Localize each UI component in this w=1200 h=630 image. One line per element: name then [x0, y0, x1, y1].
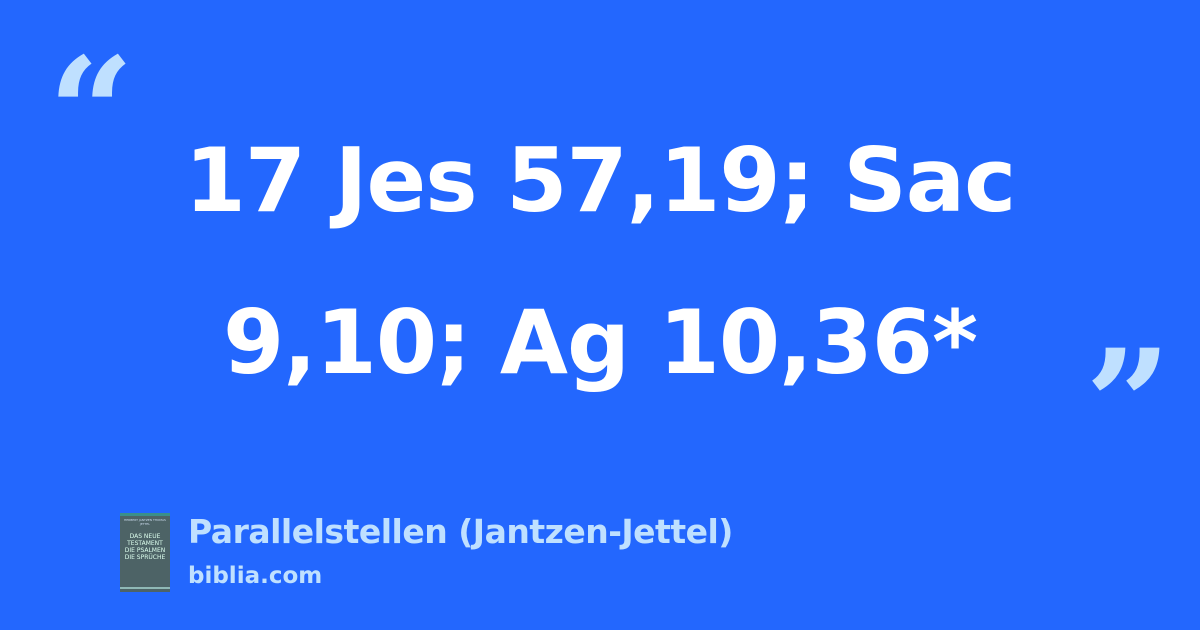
source-title: Parallelstellen (Jantzen-Jettel) [188, 512, 733, 551]
cover-band [120, 587, 170, 589]
book-cover-image: HERBERT JANTZEN THOMAS JETTEL DAS NEUE T… [120, 513, 170, 592]
quote-line-1: 17 Jes 57,19; Sac [184, 129, 1017, 232]
quote-text: 17 Jes 57,19; Sac 9,10; Ag 10,36* [80, 100, 1120, 424]
cover-title: DAS NEUE TESTAMENT DIE PSALMEN DIE SPRÜC… [124, 533, 166, 561]
quote-line-2: 9,10; Ag 10,36* [222, 291, 978, 394]
cover-authors: HERBERT JANTZEN THOMAS JETTEL [124, 518, 166, 526]
close-quote-icon: ” [1085, 317, 1172, 493]
open-quote-icon: “ [48, 25, 135, 201]
source-site[interactable]: biblia.com [188, 563, 323, 589]
